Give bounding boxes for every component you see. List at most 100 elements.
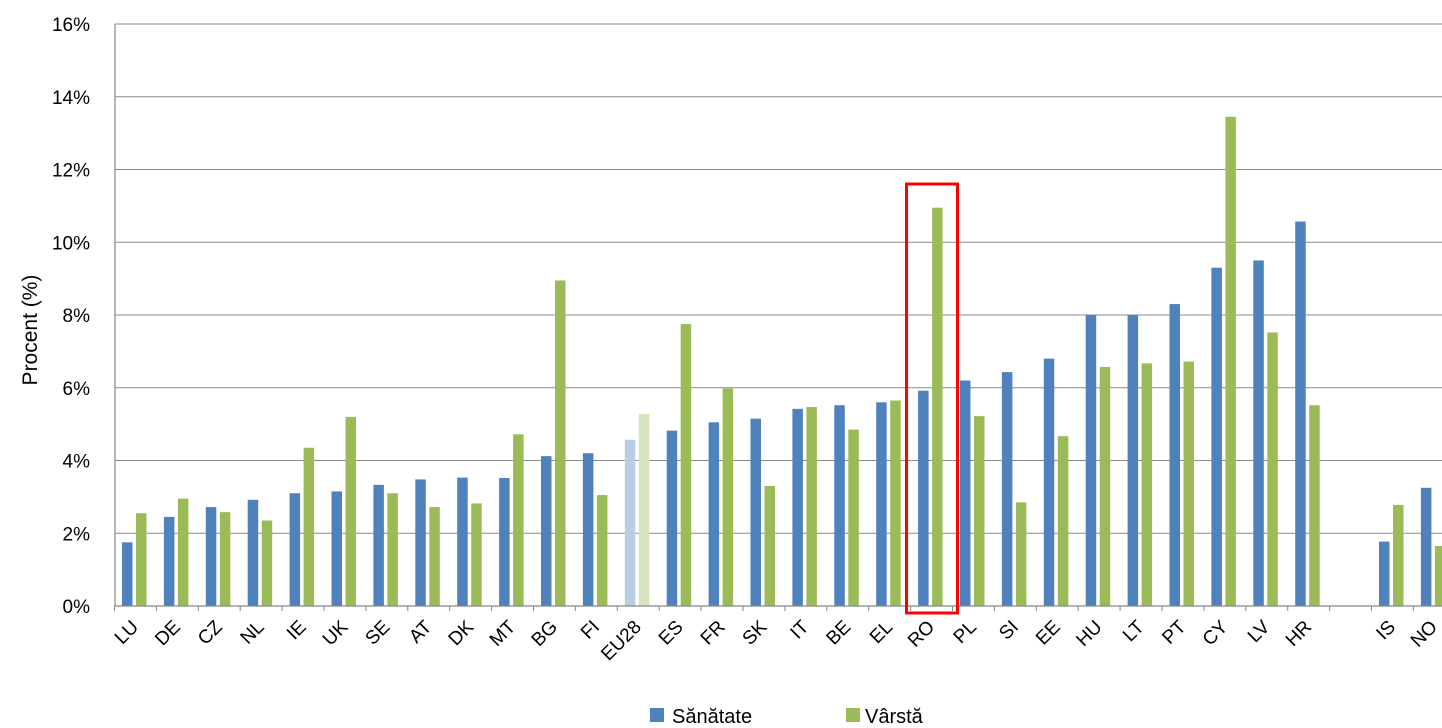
bar-sk-sanatate xyxy=(750,418,761,606)
x-tick-label: NO xyxy=(1407,617,1442,652)
y-tick-label: 16% xyxy=(52,15,90,36)
bar-pt-sanatate xyxy=(1169,304,1180,606)
x-tick-label: IT xyxy=(787,616,814,643)
y-tick-label: 12% xyxy=(52,161,90,182)
bar-eu28-sanatate xyxy=(624,439,636,606)
x-tick-label: SE xyxy=(362,617,395,650)
y-tick-label: 8% xyxy=(63,306,91,327)
bar-be-varsta xyxy=(848,429,859,606)
x-tick-label: DK xyxy=(445,616,479,650)
bar-dk-sanatate xyxy=(457,477,468,606)
bar-ie-sanatate xyxy=(289,493,301,606)
x-tick-label: HR xyxy=(1282,617,1316,651)
bar-sk-varsta xyxy=(764,485,775,606)
bar-it-varsta xyxy=(806,407,817,606)
legend-label-varsta: Vârstă xyxy=(865,706,924,728)
bar-es-varsta xyxy=(680,324,692,606)
y-tick-label: 4% xyxy=(63,452,91,473)
x-tick-label: EU28 xyxy=(597,617,645,665)
bar-fi-varsta xyxy=(596,495,608,606)
bar-lv-sanatate xyxy=(1253,260,1264,606)
x-tick-label: PT xyxy=(1158,616,1190,648)
bar-hu-varsta xyxy=(1099,367,1111,606)
y-tick-label: 6% xyxy=(63,379,91,400)
x-tick-label: IS xyxy=(1372,617,1400,645)
y-tick-label: 14% xyxy=(52,88,90,109)
x-tick-label: LV xyxy=(1244,616,1275,647)
bar-at-varsta xyxy=(429,507,440,606)
bar-is-varsta xyxy=(1393,504,1404,606)
x-tick-label: LT xyxy=(1119,616,1149,646)
bar-el-sanatate xyxy=(876,402,887,606)
bar-cz-sanatate xyxy=(205,507,217,606)
bar-pl-varsta xyxy=(974,416,985,606)
bar-es-sanatate xyxy=(666,430,678,606)
bar-no-sanatate xyxy=(1420,487,1432,606)
bar-lv-varsta xyxy=(1267,332,1278,606)
bar-si-sanatate xyxy=(1001,372,1013,606)
bar-mt-varsta xyxy=(513,434,524,606)
x-tick-label: RO xyxy=(904,617,939,652)
x-tick-label: ES xyxy=(655,617,688,650)
bar-is-sanatate xyxy=(1379,541,1390,606)
x-tick-label: MT xyxy=(486,616,521,651)
x-tick-label: EL xyxy=(866,617,897,648)
x-tick-label: CY xyxy=(1199,616,1233,650)
highlight-box xyxy=(905,182,959,615)
legend-swatch-varsta xyxy=(846,708,860,722)
bar-ro-sanatate xyxy=(918,390,929,606)
bar-hr-sanatate xyxy=(1295,221,1306,606)
bar-at-sanatate xyxy=(415,479,426,606)
x-tick-label: FI xyxy=(577,617,604,644)
bar-cz-varsta xyxy=(219,512,231,606)
x-tick-label: AT xyxy=(405,616,436,647)
gridlines xyxy=(115,23,1442,534)
bar-ee-sanatate xyxy=(1043,358,1055,606)
bar-de-sanatate xyxy=(163,516,175,606)
bar-eu28-varsta xyxy=(638,413,650,606)
bar-bg-varsta xyxy=(555,280,566,606)
bar-lt-sanatate xyxy=(1127,315,1139,606)
y-tick-label: 2% xyxy=(63,524,91,545)
x-tick-label: BE xyxy=(823,617,856,650)
bars xyxy=(122,116,1442,606)
y-tick-label: 10% xyxy=(52,233,90,254)
x-tick-label: SK xyxy=(739,616,772,649)
bar-dk-varsta xyxy=(471,503,482,606)
x-tick-label: CZ xyxy=(194,616,227,649)
bar-cy-sanatate xyxy=(1211,267,1222,606)
x-tick-label: LU xyxy=(111,617,143,649)
bar-no-varsta xyxy=(1434,545,1442,606)
bar-be-sanatate xyxy=(834,405,845,606)
bar-lt-varsta xyxy=(1141,363,1153,606)
bar-lu-varsta xyxy=(136,513,147,606)
bar-el-varsta xyxy=(890,400,901,606)
bar-fr-sanatate xyxy=(708,422,720,606)
bar-ie-varsta xyxy=(303,447,315,606)
x-tick-label: SI xyxy=(995,617,1023,645)
bar-uk-sanatate xyxy=(331,491,342,606)
y-axis-label: Procent (%) xyxy=(19,275,42,386)
x-tick-label: UK xyxy=(319,616,353,650)
legend: Sănătate Vârstă xyxy=(650,706,924,728)
bar-nl-sanatate xyxy=(247,499,259,606)
bar-hu-sanatate xyxy=(1085,315,1097,606)
x-tick-label: BG xyxy=(528,617,562,651)
x-tick-label: HU xyxy=(1072,617,1106,651)
x-tick-label: PL xyxy=(950,617,981,648)
bar-uk-varsta xyxy=(345,416,356,606)
bar-ee-varsta xyxy=(1057,436,1069,606)
x-tick-label: NL xyxy=(237,617,269,649)
y-axis-tick-labels: 0% 2% 4% 6% 8% 10% 12% 14% 16% xyxy=(52,15,90,618)
bar-si-varsta xyxy=(1015,502,1027,606)
bar-fr-varsta xyxy=(722,388,734,606)
bar-mt-sanatate xyxy=(499,477,510,606)
bar-it-sanatate xyxy=(792,408,803,606)
y-tick-label: 0% xyxy=(63,597,91,618)
bar-ro-varsta xyxy=(932,207,943,606)
bar-de-varsta xyxy=(177,498,189,606)
bar-nl-varsta xyxy=(261,520,273,606)
bar-bg-sanatate xyxy=(541,456,552,606)
